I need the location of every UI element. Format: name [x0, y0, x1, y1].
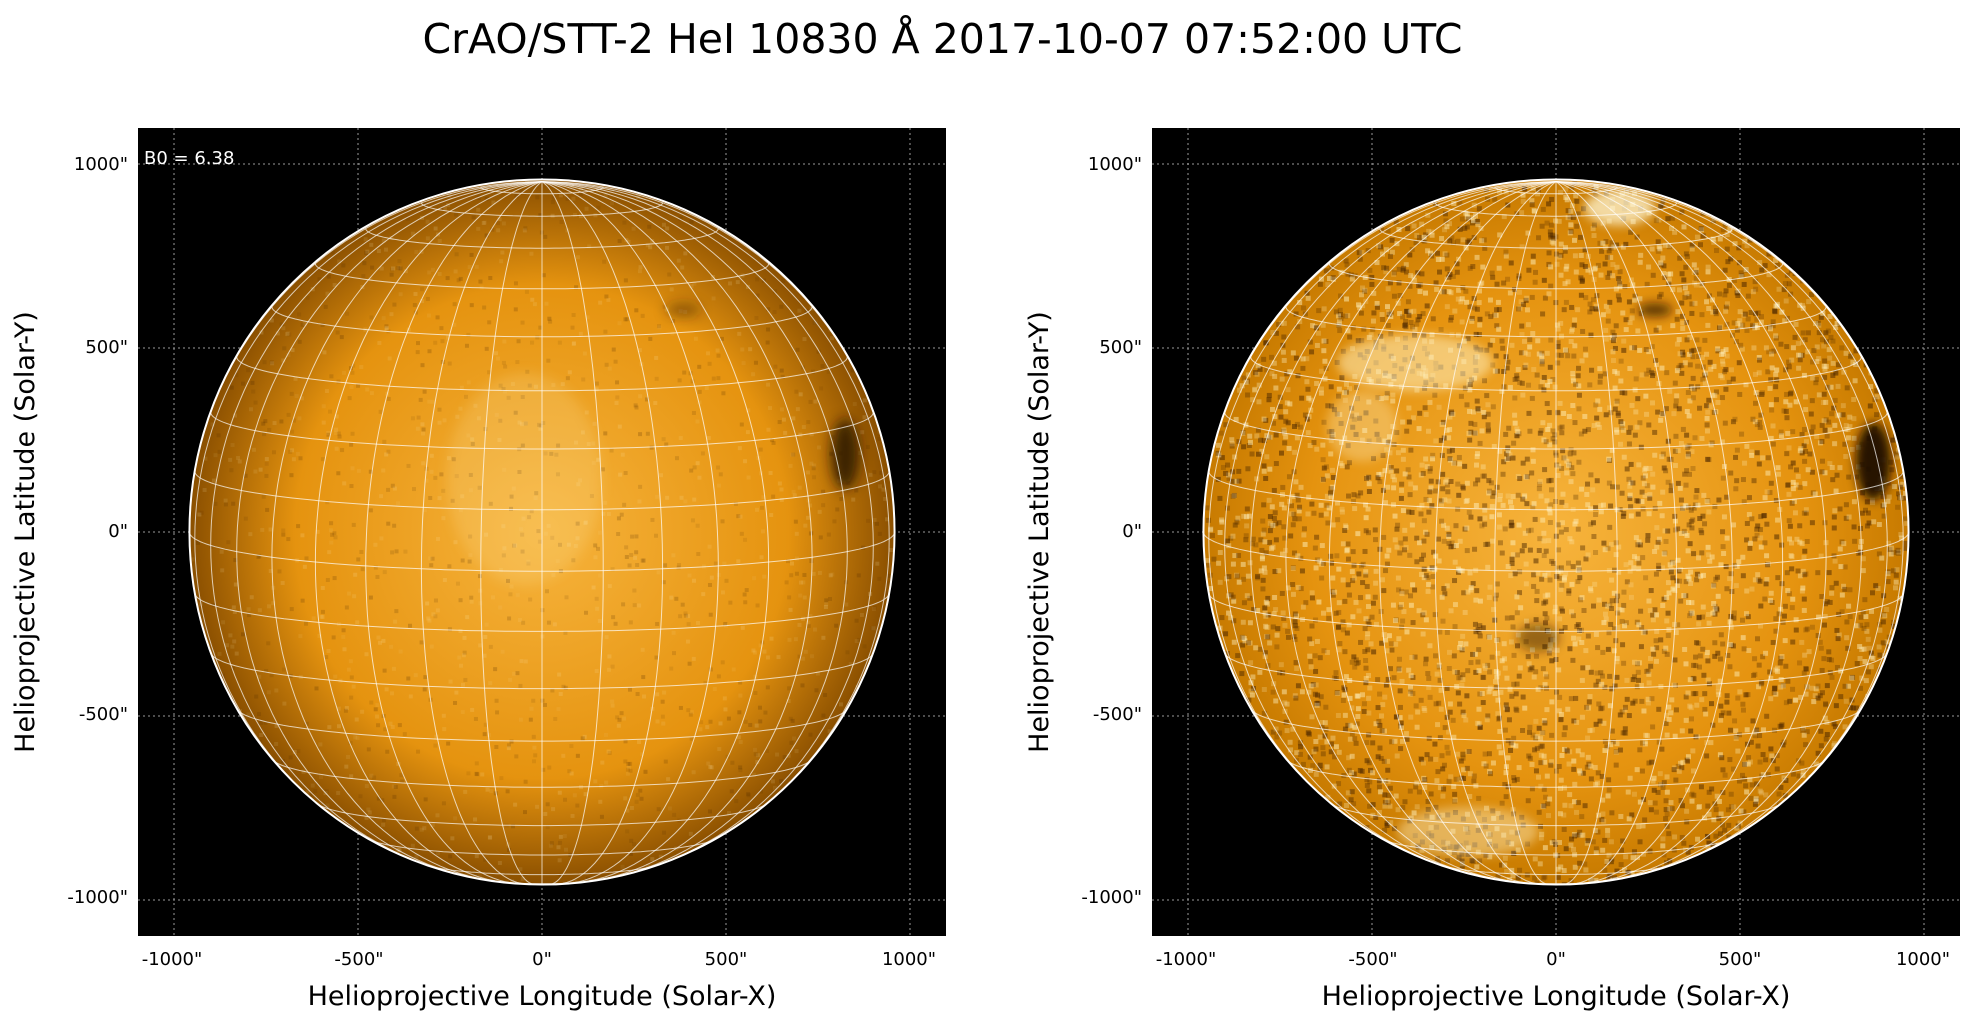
left-solar-disk-image: [138, 128, 946, 936]
right-y-tick: -500": [1092, 704, 1142, 725]
left-y-tick: 500": [85, 337, 128, 358]
right-solar-map: [1152, 128, 1960, 936]
right-x-axis-label: Helioprojective Longitude (Solar-X): [1321, 981, 1791, 1012]
b0-annotation: B0 = 6.38: [144, 148, 235, 169]
right-x-tick: 1000": [1895, 949, 1951, 970]
left-y-tick: -1000": [67, 887, 128, 908]
right-y-tick: 1000": [1087, 154, 1142, 175]
right-x-tick: -1000": [1155, 949, 1217, 970]
left-y-axis-label: Helioprojective Latitude (Solar-Y): [10, 311, 41, 753]
solar-limb: [188, 178, 896, 886]
left-y-tick: 1000": [73, 154, 128, 175]
right-y-tick: 0": [1122, 521, 1142, 542]
right-x-tick: -500": [1348, 949, 1398, 970]
left-x-tick: 0": [532, 949, 552, 970]
left-y-tick: 0": [108, 521, 128, 542]
left-x-tick: 500": [704, 949, 748, 970]
left-y-tick: -500": [78, 704, 128, 725]
disk-texture: [1204, 180, 1909, 885]
left-x-tick: -500": [334, 949, 384, 970]
right-solar-disk-image: [1152, 128, 1960, 936]
right-x-tick: 500": [1718, 949, 1762, 970]
heliographic-grid: [189, 181, 895, 885]
right-y-axis-label: Helioprojective Latitude (Solar-Y): [1024, 311, 1055, 753]
left-x-tick: -1000": [141, 949, 203, 970]
right-x-tick: 0": [1546, 949, 1566, 970]
left-x-axis-label: Helioprojective Longitude (Solar-X): [307, 981, 777, 1012]
right-y-tick: 500": [1099, 337, 1142, 358]
solar-limb: [1202, 178, 1910, 886]
figure-title: CrAO/STT-2 HeI 10830 Å 2017-10-07 07:52:…: [422, 15, 1463, 63]
solar-features: [1326, 190, 1891, 857]
left-solar-map: [138, 128, 946, 936]
left-x-tick: 1000": [881, 949, 937, 970]
right-y-tick: -1000": [1081, 887, 1142, 908]
